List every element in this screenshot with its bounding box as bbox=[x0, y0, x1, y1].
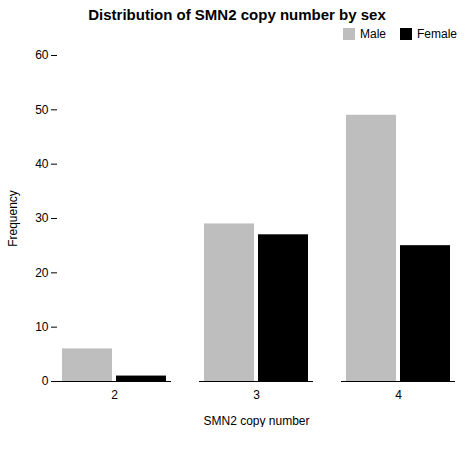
svg-text:3: 3 bbox=[253, 388, 260, 402]
svg-text:10: 10 bbox=[35, 320, 49, 334]
svg-text:20: 20 bbox=[35, 266, 49, 280]
svg-text:40: 40 bbox=[35, 157, 49, 171]
html-text:Female: Female bbox=[417, 27, 457, 41]
svg-text:Frequency: Frequency bbox=[6, 190, 20, 247]
svg-text:30: 30 bbox=[35, 211, 49, 225]
svg-text:50: 50 bbox=[35, 103, 49, 117]
html-text:Distribution of SMN2 copy numb: Distribution of SMN2 copy number by sex bbox=[88, 6, 386, 23]
svg-text:4: 4 bbox=[395, 388, 402, 402]
svg-text:2: 2 bbox=[111, 388, 118, 402]
svg-text:SMN2 copy number: SMN2 copy number bbox=[203, 414, 309, 428]
html-text:Male: Male bbox=[360, 27, 386, 41]
svg-text:60: 60 bbox=[35, 48, 49, 62]
svg-text:0: 0 bbox=[42, 374, 49, 388]
